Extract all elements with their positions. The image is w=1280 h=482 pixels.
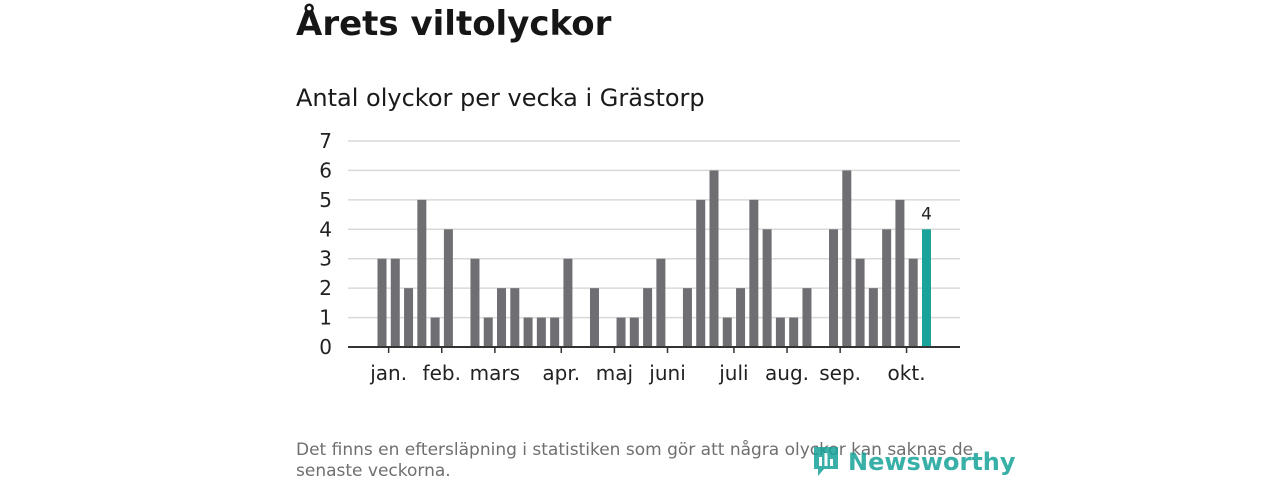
newsworthy-logo-icon	[814, 447, 838, 476]
bar	[470, 258, 480, 347]
x-tick-label: apr.	[542, 361, 580, 385]
y-tick-label: 3	[319, 247, 332, 271]
x-tick-label: juni	[648, 361, 685, 385]
chart-container: Årets viltolyckor Antal olyckor per veck…	[296, 0, 1016, 481]
bar	[390, 258, 400, 347]
x-tick-label: feb.	[423, 361, 461, 385]
bar	[550, 317, 560, 347]
y-tick-label: 2	[319, 276, 332, 300]
bar	[722, 317, 732, 347]
bar	[656, 258, 666, 347]
y-tick-label: 7	[319, 129, 332, 153]
bar	[855, 258, 865, 347]
x-tick-label: juli	[718, 361, 748, 385]
x-tick-label: jan.	[369, 361, 407, 385]
bar	[377, 258, 387, 347]
y-tick-label: 4	[319, 217, 332, 241]
bar	[510, 288, 520, 347]
bar	[882, 229, 892, 347]
brand-logo: Newsworthy	[812, 444, 1016, 480]
bar	[443, 229, 453, 347]
bar	[404, 288, 414, 347]
bar	[842, 170, 852, 347]
bar	[643, 288, 653, 347]
x-tick-label: okt.	[888, 361, 926, 385]
bar	[802, 288, 812, 347]
y-tick-label: 0	[319, 335, 332, 359]
bar	[709, 170, 719, 347]
bar	[696, 199, 706, 347]
bar	[629, 317, 639, 347]
page-title: Årets viltolyckor	[296, 4, 612, 44]
x-tick-label: sep.	[819, 361, 861, 385]
bar	[589, 288, 599, 347]
bar	[749, 199, 759, 347]
bar	[775, 317, 785, 347]
chart-title: Antal olyckor per vecka i Grästorp	[296, 84, 705, 112]
bar	[563, 258, 573, 347]
x-tick-label: mars	[470, 361, 520, 385]
bar	[789, 317, 799, 347]
bar-data-label: 4	[921, 204, 932, 224]
y-tick-label: 6	[319, 158, 332, 182]
highlighted-bar	[921, 229, 931, 347]
bar	[523, 317, 533, 347]
bar	[762, 229, 772, 347]
bar	[868, 288, 878, 347]
bar	[682, 288, 692, 347]
y-tick-label: 1	[319, 306, 332, 330]
bar	[497, 288, 507, 347]
bar	[736, 288, 746, 347]
x-tick-label: aug.	[765, 361, 809, 385]
bar-chart: 0 1 2 3 4 5 6 7 4 jan. feb. mars apr. maj juni juli aug.…	[319, 129, 960, 385]
bar	[430, 317, 440, 347]
brand-name: Newsworthy	[848, 448, 1016, 476]
bar	[895, 199, 905, 347]
bar	[908, 258, 918, 347]
bar	[829, 229, 839, 347]
bar	[417, 199, 427, 347]
bar	[536, 317, 546, 347]
x-tick-label: maj	[596, 361, 633, 385]
bar	[483, 317, 493, 347]
footnote: Det finns en eftersläpning i statistiken…	[296, 440, 974, 481]
y-tick-label: 5	[319, 188, 332, 212]
bar	[616, 317, 626, 347]
